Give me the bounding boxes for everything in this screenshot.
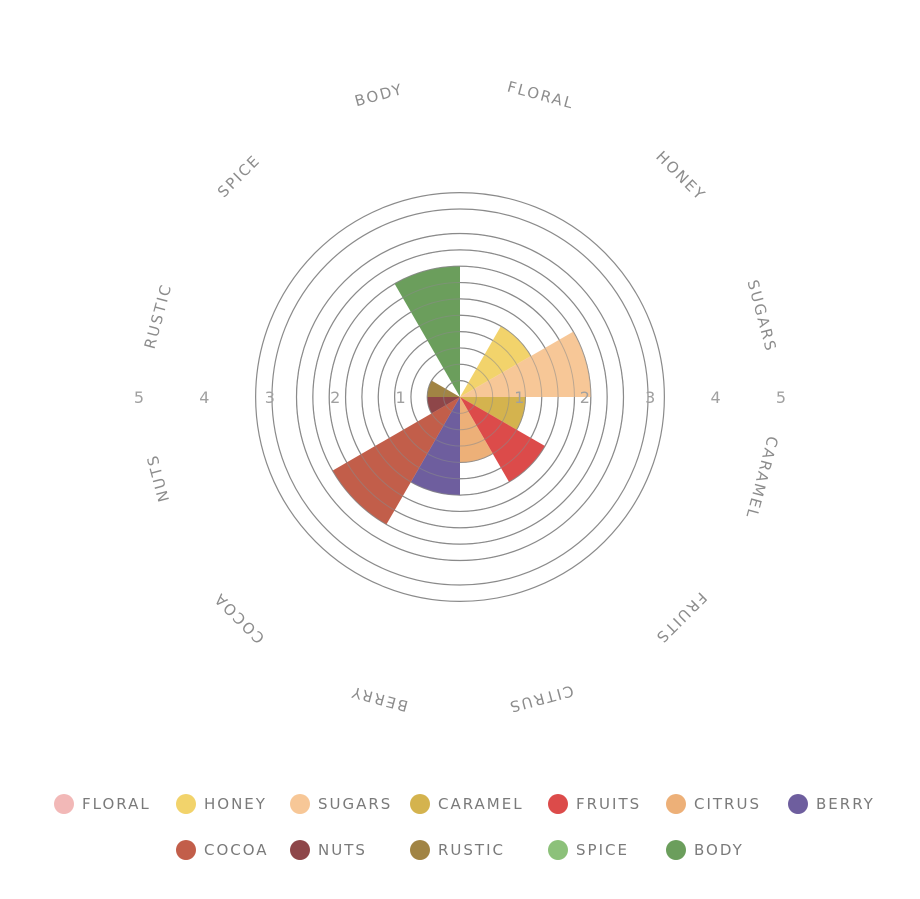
legend-item-rustic: RUSTIC: [410, 840, 505, 860]
legend-item-honey: HONEY: [176, 794, 267, 814]
category-label-fruits: FRUITS: [652, 589, 711, 648]
legend-item-caramel: CARAMEL: [410, 794, 524, 814]
category-label-honey: HONEY: [652, 147, 709, 204]
tick-label: 4: [199, 388, 209, 407]
legend-label: NUTS: [318, 841, 367, 859]
legend-item-fruits: FRUITS: [548, 794, 641, 814]
legend-swatch: [666, 794, 686, 814]
category-label-sugars: SUGARS: [744, 278, 781, 354]
grid-ring-overlay: [328, 265, 592, 529]
tick-label: 1: [396, 388, 406, 407]
tick-label: 2: [580, 388, 590, 407]
category-label-body: BODY: [353, 80, 406, 110]
wedge-nuts: [427, 397, 460, 414]
legend-item-berry: BERRY: [788, 794, 875, 814]
category-label-berry: BERRY: [348, 683, 409, 716]
radial-tick-labels: 1 1 2 2 3 3 4 4 5 5: [134, 388, 786, 407]
tick-label: 3: [645, 388, 655, 407]
legend-swatch: [54, 794, 74, 814]
legend-label: RUSTIC: [438, 841, 505, 859]
tick-label: 4: [711, 388, 721, 407]
legend-label: HONEY: [204, 795, 267, 813]
tick-label: 2: [330, 388, 340, 407]
legend-swatch: [788, 794, 808, 814]
legend-swatch: [410, 840, 430, 860]
polar-area-chart: 1 1 2 2 3 3 4 4 5 5 FLORAL HONEY SUGARS CARAMEL FRUIT…: [134, 78, 786, 717]
legend-item-citrus: CITRUS: [666, 794, 761, 814]
legend-item-cocoa: COCOA: [176, 840, 269, 860]
legend-label: CARAMEL: [438, 795, 524, 813]
wedge-body: [394, 266, 460, 397]
legend-label: COCOA: [204, 841, 269, 859]
grid-ring-overlay: [394, 331, 526, 463]
legend-label: BERRY: [816, 795, 875, 813]
category-label-nuts: NUTS: [143, 452, 173, 504]
tick-label: 5: [134, 388, 144, 407]
grid-ring-overlay: [345, 282, 575, 512]
legend-row-1: FLORAL HONEY SUGARS CARAMEL FRUITS CITRUS BERR…: [0, 794, 920, 818]
grid-ring-overlay: [312, 249, 608, 545]
grid-rings-overlay: [296, 233, 624, 561]
category-label-rustic: RUSTIC: [141, 281, 176, 350]
wedge-citrus: [460, 397, 493, 463]
legend-swatch: [666, 840, 686, 860]
legend-label: CITRUS: [694, 795, 761, 813]
wedge-berry: [410, 397, 460, 496]
legend-swatch: [548, 794, 568, 814]
legend-swatch: [548, 840, 568, 860]
category-label-spice: SPICE: [214, 151, 264, 201]
legend-swatch: [176, 840, 196, 860]
grid-ring-overlay: [410, 347, 510, 447]
wedge-fruits: [460, 397, 545, 482]
tick-label: 1: [514, 388, 524, 407]
wedge-honey: [460, 326, 531, 397]
legend-label: SPICE: [576, 841, 629, 859]
grid-ring-overlay: [296, 233, 624, 561]
legend-row-2: COCOA NUTS RUSTIC SPICE BODY: [0, 840, 920, 864]
grid-ring-overlay: [443, 380, 477, 414]
grid-ring-overlay: [426, 363, 494, 431]
wedge-cocoa: [332, 397, 460, 525]
category-label-cocoa: COCOA: [210, 589, 268, 647]
grid-ring-overlay: [361, 298, 559, 496]
legend-item-sugars: SUGARS: [290, 794, 392, 814]
legend-label: BODY: [694, 841, 744, 859]
legend-item-body: BODY: [666, 840, 744, 860]
wedges: [332, 266, 591, 525]
tick-label: 3: [265, 388, 275, 407]
tick-label: 5: [776, 388, 786, 407]
grid-ring-overlay: [377, 314, 543, 480]
legend-item-spice: SPICE: [548, 840, 629, 860]
grid-ring: [271, 208, 649, 586]
category-label-caramel: CARAMEL: [742, 434, 782, 521]
legend-item-nuts: NUTS: [290, 840, 367, 860]
legend-swatch: [290, 840, 310, 860]
wedge-rustic: [427, 380, 460, 397]
legend-item-floral: FLORAL: [54, 794, 151, 814]
category-label-floral: FLORAL: [505, 78, 576, 113]
legend-swatch: [290, 794, 310, 814]
legend-label: FLORAL: [82, 795, 151, 813]
legend-swatch: [176, 794, 196, 814]
category-label-citrus: CITRUS: [506, 681, 575, 716]
wedge-sugars: [460, 331, 591, 397]
legend-swatch: [410, 794, 430, 814]
wedge-caramel: [460, 397, 526, 430]
legend-label: FRUITS: [576, 795, 642, 813]
grid-ring: [255, 192, 665, 602]
legend-label: SUGARS: [318, 795, 393, 813]
